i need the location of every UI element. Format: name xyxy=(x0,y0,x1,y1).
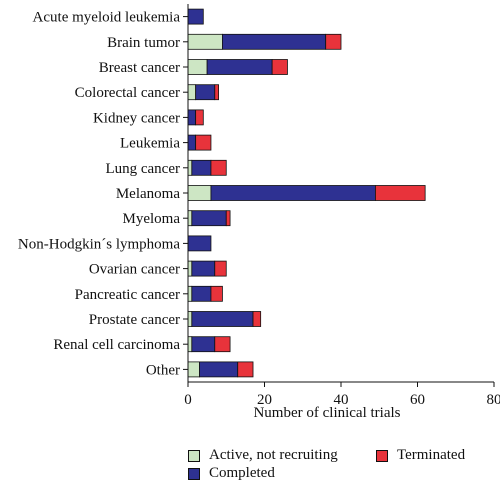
y-tick-label: Lung cancer xyxy=(105,161,180,177)
bar-segment-terminated xyxy=(375,185,426,201)
legend-label-completed: Completed xyxy=(209,465,275,481)
bar-segment-completed xyxy=(187,134,197,151)
y-tick-label: Pancreatic cancer xyxy=(75,287,180,303)
bar-segment-active xyxy=(187,159,193,176)
bar-segment-completed xyxy=(195,84,216,101)
bar-segment-terminated xyxy=(214,84,219,101)
bar-segment-active xyxy=(187,210,193,227)
y-tick-labels: Acute myeloid leukemia Brain tumor Breast … xyxy=(18,10,188,378)
bar-segment-completed xyxy=(222,33,327,50)
legend-swatch-completed xyxy=(188,467,200,480)
y-tick-label: Ovarian cancer xyxy=(89,262,180,278)
bar-segment-active xyxy=(187,59,208,75)
bar-segment-completed xyxy=(187,109,197,126)
legend-item-terminated: Terminated xyxy=(376,447,465,464)
y-tick-label: Melanoma xyxy=(116,186,180,202)
y-tick-label: Breast cancer xyxy=(99,60,180,76)
bar-segment-terminated xyxy=(214,336,231,353)
x-tick-label: 80 xyxy=(487,392,500,408)
bar-segment-terminated xyxy=(252,311,262,327)
y-tick-label: Acute myeloid leukemia xyxy=(33,10,181,26)
y-tick-label: Non-Hodgkin´s lymphoma xyxy=(18,236,180,252)
legend-swatch-active xyxy=(188,449,200,462)
bar-segment-active xyxy=(187,84,197,101)
bar-segment-completed xyxy=(191,311,254,327)
bar-segment-active xyxy=(187,361,200,378)
bar-segment-terminated xyxy=(271,59,288,75)
legend-item-active: Active, not recruiting xyxy=(188,447,338,464)
bar-segment-completed xyxy=(210,185,376,201)
bar-segment-terminated xyxy=(210,159,227,176)
bar-segment-completed xyxy=(191,210,227,227)
bar-segment-active xyxy=(187,33,223,50)
bar-segment-active xyxy=(187,285,193,302)
bar-segment-terminated xyxy=(325,33,342,50)
bar-segment-completed xyxy=(187,8,204,25)
bar-segment-terminated xyxy=(214,260,227,277)
bar-segment-completed xyxy=(191,336,216,353)
bar-segment-active xyxy=(187,311,193,327)
bars-group xyxy=(187,8,426,378)
x-tick-label: 20 xyxy=(257,392,272,408)
x-ticks: 0 20 40 60 80 xyxy=(184,382,500,408)
bar-segment-completed xyxy=(199,361,239,378)
legend-label-terminated: Terminated xyxy=(397,447,466,463)
legend-item-completed: Completed xyxy=(188,465,275,482)
bar-segment-active xyxy=(187,185,212,201)
bar-segment-completed xyxy=(187,235,212,252)
bar-segment-completed xyxy=(191,285,212,302)
x-axis-label: Number of clinical trials xyxy=(253,405,400,421)
y-tick-label: Kidney cancer xyxy=(93,110,180,126)
y-tick-label: Colorectal cancer xyxy=(75,85,180,101)
bar-segment-terminated xyxy=(195,134,212,151)
x-tick-label: 40 xyxy=(334,392,349,408)
y-tick-label: Other xyxy=(146,362,180,378)
y-tick-label: Prostate cancer xyxy=(89,312,180,328)
y-tick-label: Brain tumor xyxy=(107,35,180,51)
y-tick-label: Myeloma xyxy=(123,211,181,227)
bar-segment-active xyxy=(187,260,193,277)
bar-segment-terminated xyxy=(225,210,231,227)
y-tick-label: Leukemia xyxy=(120,136,180,152)
bar-segment-completed xyxy=(206,59,273,75)
y-tick-label: Renal cell carcinoma xyxy=(53,337,180,353)
legend-label-active: Active, not recruiting xyxy=(209,447,338,463)
bar-segment-terminated xyxy=(210,285,223,302)
legend-swatch-terminated xyxy=(376,449,388,462)
bar-segment-completed xyxy=(191,159,212,176)
bar-segment-terminated xyxy=(237,361,254,378)
x-tick-label: 60 xyxy=(410,392,425,408)
bar-segment-completed xyxy=(191,260,216,277)
bar-segment-active xyxy=(187,336,193,353)
bar-segment-terminated xyxy=(195,109,204,126)
x-tick-label: 0 xyxy=(184,392,192,408)
